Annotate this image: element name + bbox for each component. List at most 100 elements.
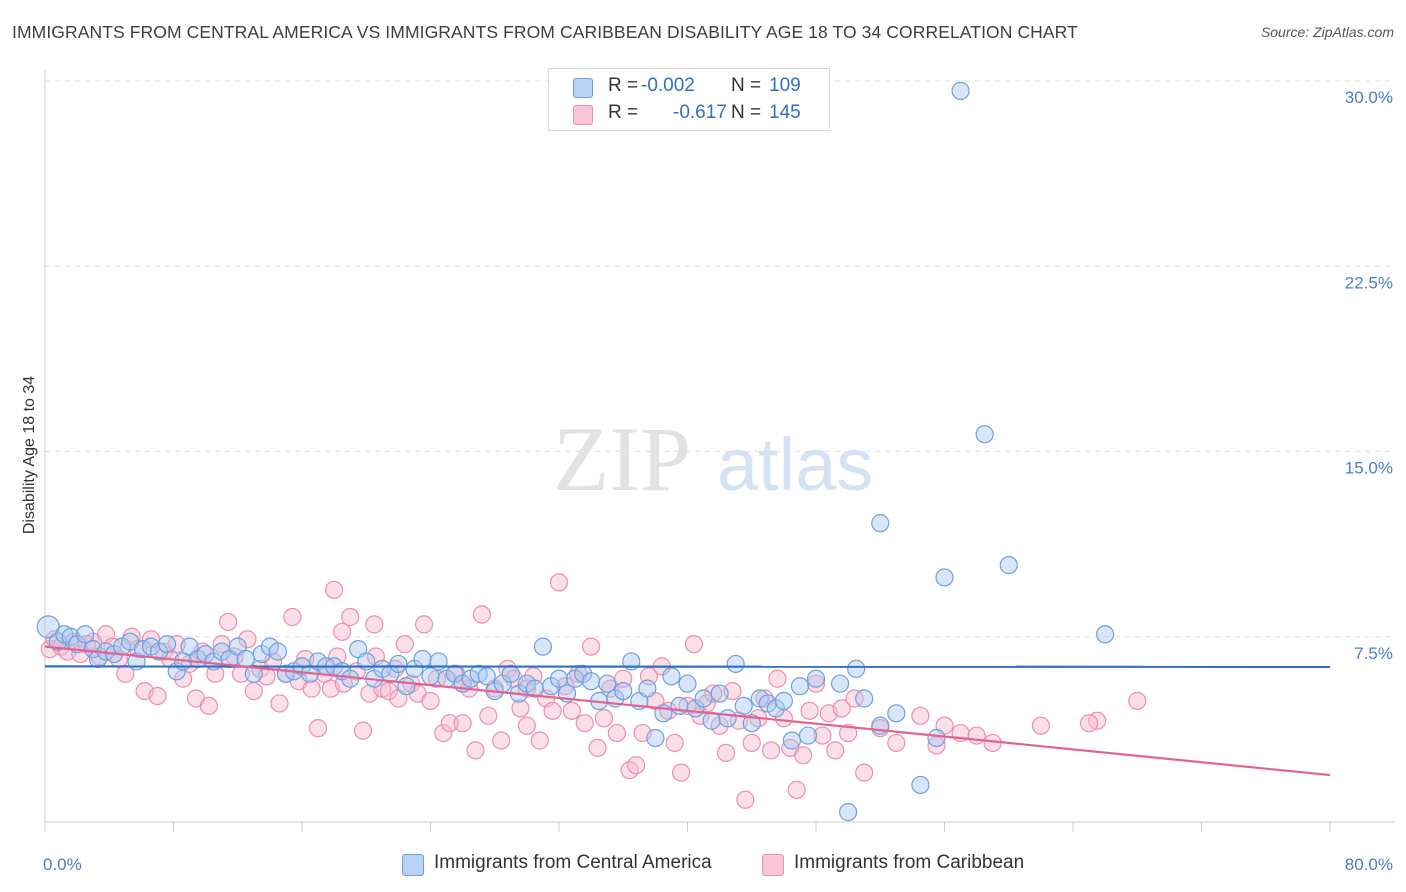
central-america-point bbox=[927, 728, 946, 748]
y-axis-label: Disability Age 18 to 34 bbox=[21, 376, 38, 534]
caribbean-point bbox=[736, 790, 755, 809]
caribbean-point bbox=[855, 763, 874, 782]
legend-label-central: Immigrants from Central America bbox=[434, 852, 712, 873]
watermark-zip: ZIP bbox=[553, 408, 691, 510]
caribbean-point bbox=[199, 696, 218, 716]
central-america-point bbox=[397, 677, 416, 696]
caribbean-point bbox=[244, 681, 263, 701]
caribbean-point bbox=[671, 763, 691, 782]
central-america-point bbox=[806, 669, 826, 688]
grid-lines bbox=[45, 80, 1395, 638]
legend-swatch-caribbean bbox=[762, 854, 784, 876]
caribbean-point bbox=[742, 733, 761, 753]
central-america-point bbox=[549, 669, 569, 688]
caribbean-point bbox=[283, 607, 302, 627]
caribbean-point bbox=[794, 746, 813, 765]
caribbean-point bbox=[1128, 691, 1147, 711]
caribbean-point bbox=[927, 736, 946, 755]
caribbean-point bbox=[839, 723, 858, 743]
caribbean-point bbox=[800, 701, 819, 720]
central-america-point bbox=[598, 674, 617, 693]
central-america-point bbox=[533, 637, 553, 656]
legend-r-label: R = bbox=[608, 75, 639, 96]
central-america-point bbox=[389, 654, 408, 674]
central-america-point bbox=[855, 689, 874, 708]
caribbean-point bbox=[395, 635, 414, 654]
legend-n-value: 145 bbox=[769, 102, 801, 123]
central-america-point bbox=[678, 674, 697, 693]
central-america-point bbox=[975, 425, 994, 444]
central-america-point bbox=[670, 696, 689, 716]
caribbean-point bbox=[556, 677, 575, 696]
central-america-point bbox=[421, 667, 440, 686]
central-america-point bbox=[935, 568, 954, 587]
caribbean-point bbox=[434, 723, 453, 743]
caribbean-point bbox=[270, 694, 289, 713]
central-america-point bbox=[718, 709, 737, 728]
x-tick-label: 80.0% bbox=[1345, 855, 1393, 874]
caribbean-point bbox=[148, 686, 167, 706]
central-america-point bbox=[782, 731, 802, 750]
source-credit: Source: ZipAtlas.com bbox=[1260, 24, 1394, 40]
caribbean-point bbox=[325, 580, 344, 599]
central-america-point bbox=[830, 674, 850, 693]
caribbean-point bbox=[238, 630, 257, 649]
central-america-point bbox=[798, 726, 818, 745]
caribbean-point bbox=[911, 706, 930, 725]
central-america-point bbox=[710, 684, 729, 703]
caribbean-point bbox=[832, 699, 851, 718]
caribbean-point bbox=[517, 716, 536, 735]
central-america-point bbox=[694, 689, 713, 708]
central-america-point bbox=[790, 677, 810, 696]
central-america-point bbox=[662, 667, 681, 686]
central-america-point bbox=[887, 704, 906, 723]
caribbean-point bbox=[1031, 716, 1050, 735]
caribbean-point bbox=[704, 684, 723, 703]
caribbean-point bbox=[492, 731, 511, 750]
central-america-point bbox=[413, 649, 432, 669]
caribbean-point bbox=[845, 689, 864, 708]
central-america-point bbox=[268, 642, 288, 661]
legend-n-value: 109 bbox=[769, 75, 801, 96]
x-tick-label: 0.0% bbox=[43, 855, 82, 874]
legend-r-value: -0.002 bbox=[641, 75, 695, 96]
legend-swatch-central bbox=[402, 854, 424, 876]
series-caribbean bbox=[40, 573, 1147, 809]
central-america-point bbox=[839, 803, 858, 822]
caribbean-point bbox=[626, 756, 646, 775]
caribbean-point bbox=[562, 701, 581, 720]
caribbean-point bbox=[453, 714, 472, 733]
caribbean-point bbox=[887, 733, 906, 753]
central-america-point bbox=[76, 625, 95, 644]
central-america-point bbox=[646, 728, 665, 748]
caribbean-point bbox=[472, 605, 491, 624]
legend-n-label: N = bbox=[731, 75, 762, 96]
caribbean-point bbox=[787, 780, 806, 799]
caribbean-point bbox=[575, 714, 594, 733]
central-america-point bbox=[847, 659, 866, 678]
axes bbox=[44, 70, 1395, 832]
series-central-america bbox=[36, 81, 1115, 822]
central-america-point bbox=[951, 81, 970, 100]
caribbean-point bbox=[768, 669, 787, 688]
chart-title: IMMIGRANTS FROM CENTRAL AMERICA VS IMMIG… bbox=[12, 22, 1078, 42]
central-america-point bbox=[734, 696, 753, 716]
caribbean-point bbox=[684, 635, 704, 654]
central-america-point bbox=[614, 681, 633, 701]
legend-label-caribbean: Immigrants from Caribbean bbox=[794, 852, 1025, 873]
caribbean-point bbox=[594, 709, 614, 728]
central-america-point bbox=[871, 514, 890, 533]
caribbean-point bbox=[333, 622, 352, 641]
central-america-point bbox=[742, 714, 761, 733]
caribbean-point bbox=[479, 706, 498, 725]
y-tick-label: 22.5% bbox=[1345, 273, 1393, 292]
caribbean-point bbox=[353, 721, 373, 740]
caribbean-point bbox=[665, 733, 684, 753]
watermark-atlas: atlas bbox=[717, 423, 873, 506]
tick-labels: 7.5% 15.0% 22.5% 30.0% 0.0% 80.0% bbox=[43, 88, 1393, 874]
caribbean-point bbox=[716, 743, 736, 762]
trendlines bbox=[44, 645, 1331, 777]
central-america-point bbox=[236, 649, 255, 669]
correlation-legend: R = -0.002 N = 109 R = -0.617 N = 145 bbox=[548, 68, 830, 131]
